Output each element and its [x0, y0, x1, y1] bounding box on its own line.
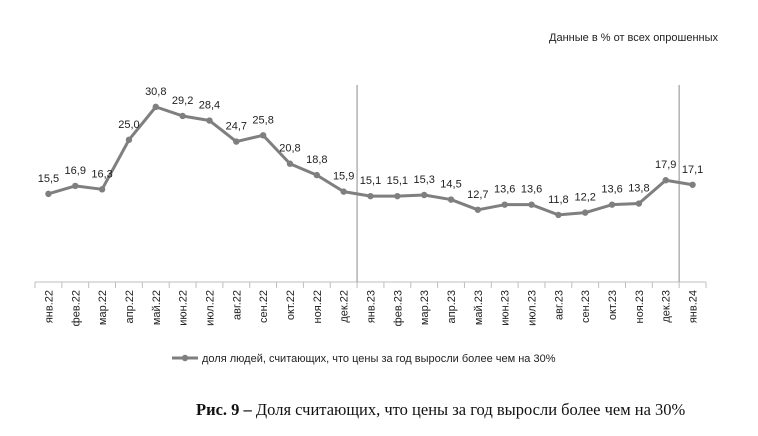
x-tick-label: авг.23 — [553, 290, 565, 320]
data-point — [635, 200, 643, 207]
data-point — [286, 160, 294, 167]
data-label: 12,7 — [467, 189, 488, 201]
x-tick-label: июл.23 — [527, 290, 539, 326]
x-tick-label: янв.22 — [43, 290, 55, 323]
data-label: 16,9 — [65, 165, 86, 177]
data-point — [206, 117, 213, 124]
x-tick-label: янв.24 — [688, 290, 700, 323]
data-point — [474, 206, 482, 213]
data-label: 20,8 — [279, 143, 300, 155]
data-point — [420, 191, 428, 199]
x-tick-label: ноя.22 — [312, 290, 324, 323]
data-label: 16,3 — [91, 168, 112, 180]
x-tick-label: дек.22 — [339, 290, 351, 323]
x-tick-label: июн.23 — [500, 290, 512, 326]
data-label: 13,6 — [601, 184, 622, 196]
data-point — [555, 211, 562, 219]
data-point — [45, 190, 52, 198]
data-label: 25,0 — [118, 119, 139, 131]
caption-text: Доля считающих, что цены за год выросли … — [251, 400, 686, 419]
legend-label: доля людей, считающих, что цены за год в… — [202, 353, 556, 365]
data-point — [608, 201, 616, 208]
x-tick-label: авг.22 — [231, 290, 243, 320]
x-tick-label: мар.22 — [97, 290, 109, 325]
data-label: 13,6 — [494, 184, 515, 196]
data-point — [367, 192, 374, 200]
data-point — [259, 132, 267, 139]
data-label: 17,9 — [655, 159, 676, 171]
x-tick-label: май.22 — [151, 290, 163, 325]
x-tick-label: май.23 — [473, 290, 485, 325]
x-tick-label: фев.22 — [70, 290, 82, 326]
x-tick-label: сен.22 — [258, 290, 270, 323]
data-point — [501, 201, 508, 208]
data-point — [233, 138, 240, 145]
data-point — [394, 192, 401, 200]
data-label: 18,8 — [306, 154, 327, 166]
data-label: 12,2 — [575, 192, 596, 204]
x-tick-label: дек.23 — [661, 290, 673, 323]
x-tick-label: окт.22 — [285, 290, 297, 320]
x-tick-label: июл.22 — [204, 290, 216, 326]
x-tick-label: ноя.23 — [634, 290, 646, 323]
data-label: 29,2 — [172, 95, 193, 107]
data-label: 13,8 — [628, 183, 649, 195]
data-point — [528, 201, 535, 208]
x-tick-label: мар.23 — [419, 290, 431, 325]
data-label: 25,8 — [252, 114, 273, 126]
x-tick-label: июн.22 — [178, 290, 190, 326]
data-label: 28,4 — [199, 100, 220, 112]
data-label: 11,8 — [548, 194, 569, 206]
x-tick-label: сен.23 — [580, 290, 592, 323]
data-label: 24,7 — [226, 121, 247, 133]
x-tick-label: окт.23 — [607, 290, 619, 320]
figure-caption: Рис. 9 – Доля считающих, что цены за год… — [0, 400, 758, 420]
data-point — [72, 182, 79, 190]
data-label: 15,9 — [333, 171, 354, 183]
caption-prefix: Рис. 9 – — [196, 400, 252, 419]
data-point — [179, 112, 186, 120]
data-label: 13,6 — [521, 184, 542, 196]
data-label: 17,1 — [682, 164, 703, 176]
data-point — [662, 177, 669, 184]
data-point — [98, 186, 106, 193]
data-label: 30,8 — [145, 86, 166, 98]
data-point — [689, 181, 696, 188]
data-label: 15,1 — [360, 175, 381, 187]
data-point — [582, 209, 589, 216]
data-point — [313, 171, 321, 179]
x-tick-label: апр.23 — [446, 290, 458, 323]
data-point — [447, 196, 455, 203]
data-note: Данные в % от всех опрошенных — [549, 32, 718, 44]
x-tick-label: апр.22 — [124, 290, 136, 323]
data-point — [340, 188, 347, 195]
legend-marker — [181, 354, 189, 362]
data-label: 14,5 — [440, 179, 461, 191]
data-label: 15,3 — [413, 174, 434, 186]
data-point — [125, 136, 133, 144]
data-point — [152, 103, 159, 111]
data-label: 15,1 — [387, 175, 408, 187]
data-label: 15,5 — [38, 173, 59, 185]
x-tick-label: фев.23 — [392, 290, 404, 326]
x-tick-label: янв.23 — [366, 290, 378, 323]
